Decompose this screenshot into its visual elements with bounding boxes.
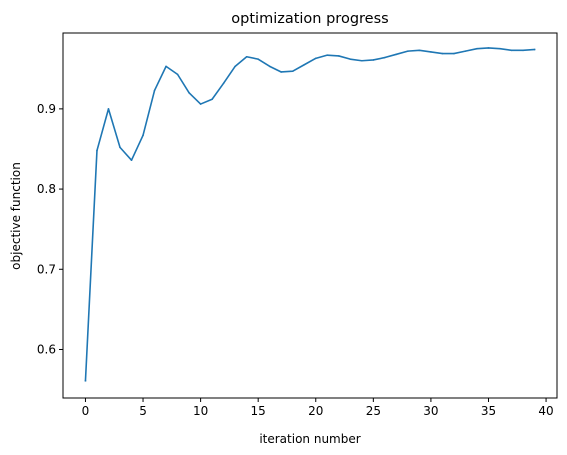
y-tick-label: 0.6 — [37, 342, 56, 356]
plot-area — [84, 47, 536, 382]
x-tick-label: 40 — [538, 404, 553, 418]
data-point — [142, 134, 144, 137]
data-point — [372, 59, 375, 61]
y-axis-label: objective function — [9, 162, 23, 270]
data-point — [222, 82, 225, 85]
data-point — [349, 58, 352, 60]
x-axis-label: iteration number — [259, 432, 360, 446]
chart-title: optimization progress — [231, 11, 388, 27]
x-tick-label: 0 — [82, 404, 90, 418]
data-point — [487, 47, 490, 49]
data-point — [395, 53, 398, 56]
x-tick-label: 25 — [366, 404, 381, 418]
x-tick-label: 35 — [481, 404, 496, 418]
data-point — [510, 49, 513, 52]
data-point — [326, 54, 329, 56]
data-point — [211, 98, 213, 101]
data-point — [268, 65, 271, 68]
data-point — [199, 103, 202, 105]
data-point — [522, 49, 524, 52]
x-tick-label: 15 — [251, 404, 266, 418]
data-point — [153, 89, 156, 92]
x-tick-label: 5 — [139, 404, 147, 418]
data-point — [96, 149, 98, 152]
data-point — [418, 49, 421, 52]
data-point — [314, 57, 317, 60]
axes-frame — [62, 32, 558, 399]
data-point — [234, 65, 236, 68]
y-tick-label: 0.8 — [37, 182, 56, 196]
data-point — [337, 55, 340, 57]
data-point — [361, 59, 363, 62]
data-point — [245, 55, 248, 58]
data-point — [464, 50, 467, 52]
y-tick-label: 0.9 — [37, 102, 56, 116]
data-point — [499, 47, 501, 50]
y-tick-label: 0.7 — [37, 262, 56, 276]
data-point — [280, 71, 283, 73]
data-point — [257, 58, 259, 60]
data-point — [303, 63, 306, 66]
x-tick-label: 20 — [308, 404, 323, 418]
data-point — [476, 47, 478, 50]
data-point — [291, 70, 294, 72]
data-point — [130, 159, 133, 162]
data-point — [165, 65, 167, 68]
data-point — [430, 51, 432, 53]
data-point — [107, 108, 110, 110]
data-point — [84, 379, 87, 382]
ticks-layer: 0 5 10 15 20 25 30 35 40 0.6 0.7 0.8 0.9 — [37, 102, 554, 418]
data-point — [188, 92, 190, 94]
data-point — [384, 56, 386, 59]
data-point — [453, 52, 455, 55]
x-tick-label: 30 — [423, 404, 438, 418]
data-point — [119, 146, 121, 149]
data-point — [407, 50, 409, 52]
series-line — [84, 47, 536, 382]
data-point — [176, 73, 179, 76]
data-point — [441, 52, 444, 55]
x-tick-label: 10 — [193, 404, 208, 418]
data-point — [533, 48, 536, 51]
